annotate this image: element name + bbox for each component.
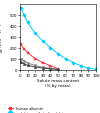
- Y-axis label: $J_w$ (L·m$^{-2}$·h$^{-1}$): $J_w$ (L·m$^{-2}$·h$^{-1}$): [0, 22, 7, 53]
- X-axis label: Solute mass content
(% by mass): Solute mass content (% by mass): [37, 79, 79, 87]
- Legend: i  human albumin, ii  poly(styrene/butadiene) latex, iii  electrophoresis paint,: i human albumin, ii poly(styrene/butadie…: [8, 106, 67, 113]
